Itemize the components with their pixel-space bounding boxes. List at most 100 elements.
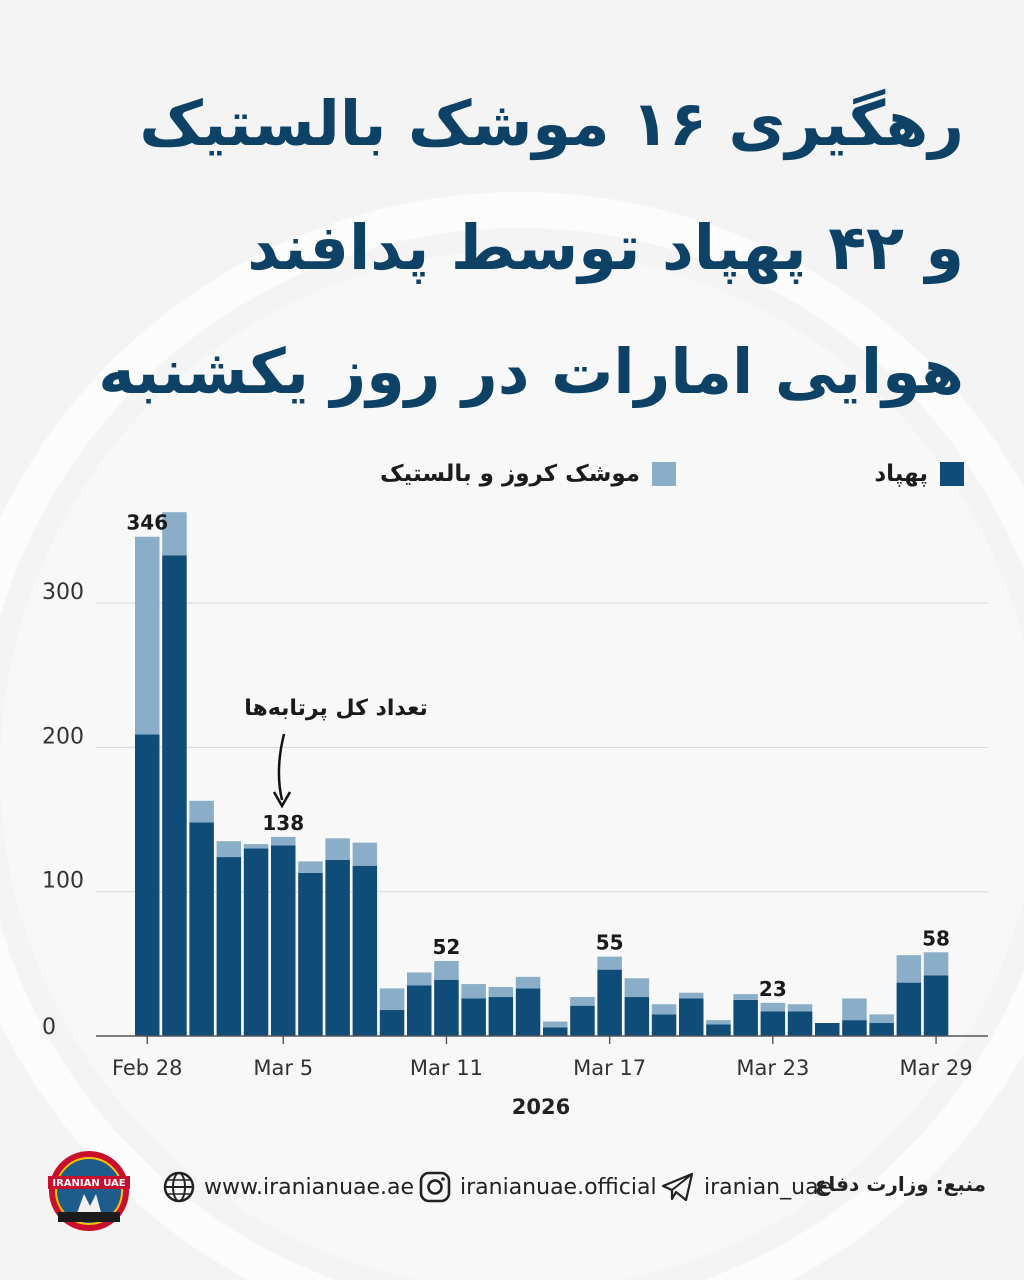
bar-drones-2 (189, 822, 214, 1036)
bar-missiles-12 (461, 984, 486, 999)
x-year-label: 2026 (512, 1095, 570, 1119)
bar-missiles-24 (787, 1004, 813, 1012)
bar-missiles-23 (760, 1002, 786, 1012)
bar-drones-1 (162, 555, 187, 1036)
website-text: www.iranianuae.ae (204, 1174, 415, 1200)
bar-drones-0 (135, 734, 160, 1036)
bar-missiles-10 (407, 972, 432, 986)
bar-drones-22 (733, 999, 758, 1036)
bar-drones-9 (379, 1010, 405, 1036)
bar-missiles-5 (271, 836, 296, 846)
bar-missiles-27 (869, 1014, 894, 1024)
title-line-3: هوایی امارات در روز یکشنبه (98, 335, 964, 408)
bar-missiles-29 (923, 952, 949, 976)
telegram-text: iranian_uae (704, 1174, 833, 1200)
footer: IRANIAN UAE www.iranianuae.ae iranianuae… (0, 1150, 1024, 1231)
annotation-arrow (277, 733, 286, 801)
y-tick-label-200: 200 (42, 724, 84, 749)
title-line-2: و ۴۲ پهپاد توسط پدافند (247, 211, 964, 284)
bar-missiles-6 (298, 861, 323, 873)
bar-drones-4 (243, 848, 269, 1036)
bar-drones-6 (298, 872, 323, 1036)
data-label-29: 58 (922, 926, 950, 950)
bar-missiles-1 (162, 512, 187, 556)
annotation-text: تعداد کل پرتابه‌ها (244, 696, 428, 721)
title-line-1: رهگیری ۱۶ موشک بالستیک (139, 87, 964, 160)
bar-drones-18 (624, 997, 650, 1036)
bar-drones-11 (434, 979, 459, 1036)
legend-item-missiles: موشک کروز و بالستیک (380, 461, 677, 487)
bar-drones-14 (515, 988, 541, 1036)
data-label-23: 23 (759, 977, 787, 1001)
telegram-link[interactable]: iranian_uae (660, 1170, 832, 1204)
bar-drones-12 (461, 998, 486, 1036)
bar-missiles-0 (135, 536, 160, 735)
bar-missiles-18 (624, 978, 650, 998)
bar-drones-28 (896, 982, 922, 1036)
legend-swatch-drones (940, 462, 964, 486)
bar-missiles-4 (243, 844, 269, 849)
bar-missiles-13 (488, 986, 514, 998)
bar-drones-21 (706, 1024, 731, 1036)
bar-drones-3 (216, 857, 242, 1036)
x-tick-label-5: Mar 5 (253, 1056, 313, 1080)
instagram-link[interactable]: iranianuae.official (418, 1170, 657, 1204)
bar-missiles-17 (597, 956, 622, 970)
legend-swatch-missiles (652, 462, 677, 486)
bar-missiles-19 (651, 1004, 677, 1015)
bar-drones-29 (923, 975, 949, 1036)
bar-missiles-8 (352, 842, 378, 866)
instagram-icon (419, 1171, 451, 1203)
telegram-icon (661, 1172, 694, 1202)
data-label-11: 52 (433, 935, 461, 959)
svg-text:IRANIAN UAE: IRANIAN UAE (52, 1178, 125, 1189)
bar-missiles-22 (733, 994, 758, 1000)
bar-missiles-15 (543, 1021, 568, 1028)
data-label-5: 138 (262, 811, 304, 835)
y-tick-label-300: 300 (42, 580, 84, 605)
bar-drones-17 (597, 969, 622, 1036)
bar-drones-8 (352, 865, 378, 1036)
legend-item-drones: پهپاد (874, 461, 964, 487)
bar-chart: 0 100 200 300 Feb 28 Mar 5 Mar 11 Mar 17 Mar 23 M… (42, 511, 988, 1119)
x-tick-label-11: Mar 11 (410, 1056, 483, 1080)
bar-missiles-28 (896, 955, 922, 983)
globe-icon (163, 1171, 195, 1203)
x-tick-label-0: Feb 28 (112, 1056, 183, 1080)
y-tick-label-0: 0 (42, 1015, 56, 1040)
bar-missiles-9 (379, 988, 405, 1011)
instagram-text: iranianuae.official (460, 1174, 657, 1200)
website-link[interactable]: www.iranianuae.ae (162, 1170, 414, 1204)
legend-label-drones: پهپاد (874, 461, 928, 487)
x-tick-label-29: Mar 29 (900, 1056, 973, 1080)
x-tick-label-23: Mar 23 (736, 1056, 809, 1080)
bar-drones-10 (407, 985, 432, 1036)
y-tick-label-100: 100 (42, 869, 84, 894)
source-text: منبع: وزارت دفاع (814, 1172, 986, 1196)
bar-drones-16 (570, 1005, 595, 1036)
bar-missiles-14 (515, 976, 541, 989)
bar-missiles-16 (570, 997, 595, 1006)
x-tick-label-17: Mar 17 (573, 1056, 646, 1080)
bar-drones-5 (271, 845, 296, 1036)
data-label-17: 55 (596, 931, 624, 955)
bar-missiles-21 (706, 1020, 731, 1025)
bar-drones-15 (543, 1027, 568, 1036)
bar-drones-20 (679, 998, 704, 1036)
iranian-uae-logo: IRANIAN UAE (48, 1151, 130, 1231)
bar-drones-13 (488, 997, 514, 1036)
bar-missiles-2 (189, 800, 214, 823)
bar-drones-19 (651, 1014, 677, 1036)
bar-drones-7 (325, 859, 350, 1036)
legend-label-missiles: موشک کروز و بالستیک (380, 461, 641, 487)
bar-missiles-7 (325, 838, 350, 860)
bar-drones-23 (760, 1011, 786, 1036)
annotation-arrow-head (272, 791, 292, 809)
legend: پهپاد موشک کروز و بالستیک (380, 456, 964, 492)
bar-missiles-3 (216, 841, 242, 858)
chart-title: رهگیری ۱۶ موشک بالستیک و ۴۲ پهپاد توسط پ… (64, 62, 964, 434)
bar-drones-25 (815, 1023, 840, 1036)
bar-drones-27 (869, 1023, 894, 1036)
bar-drones-24 (787, 1011, 813, 1036)
data-label-0: 346 (126, 511, 168, 535)
